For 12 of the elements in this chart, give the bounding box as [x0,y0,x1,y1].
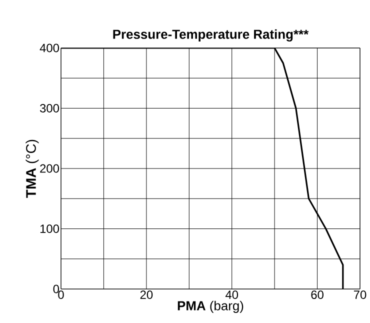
x-axis-title: PMA (barg) [178,300,244,313]
y-axis-title: TMA (°C) [26,140,39,198]
x-tick-label: 40 [225,290,238,299]
y-tick-label: 0 [53,284,60,294]
x-tick-label: 20 [140,290,153,299]
y-tick-label: 400 [40,44,60,52]
chart-title: Pressure-Temperature Rating*** [113,29,309,42]
y-tick-label: 200 [40,164,60,173]
x-tick-label: 70 [354,290,366,299]
x-tick-label: 60 [311,290,324,299]
y-tick-label: 100 [40,224,60,233]
y-tick-label: 300 [40,104,60,112]
